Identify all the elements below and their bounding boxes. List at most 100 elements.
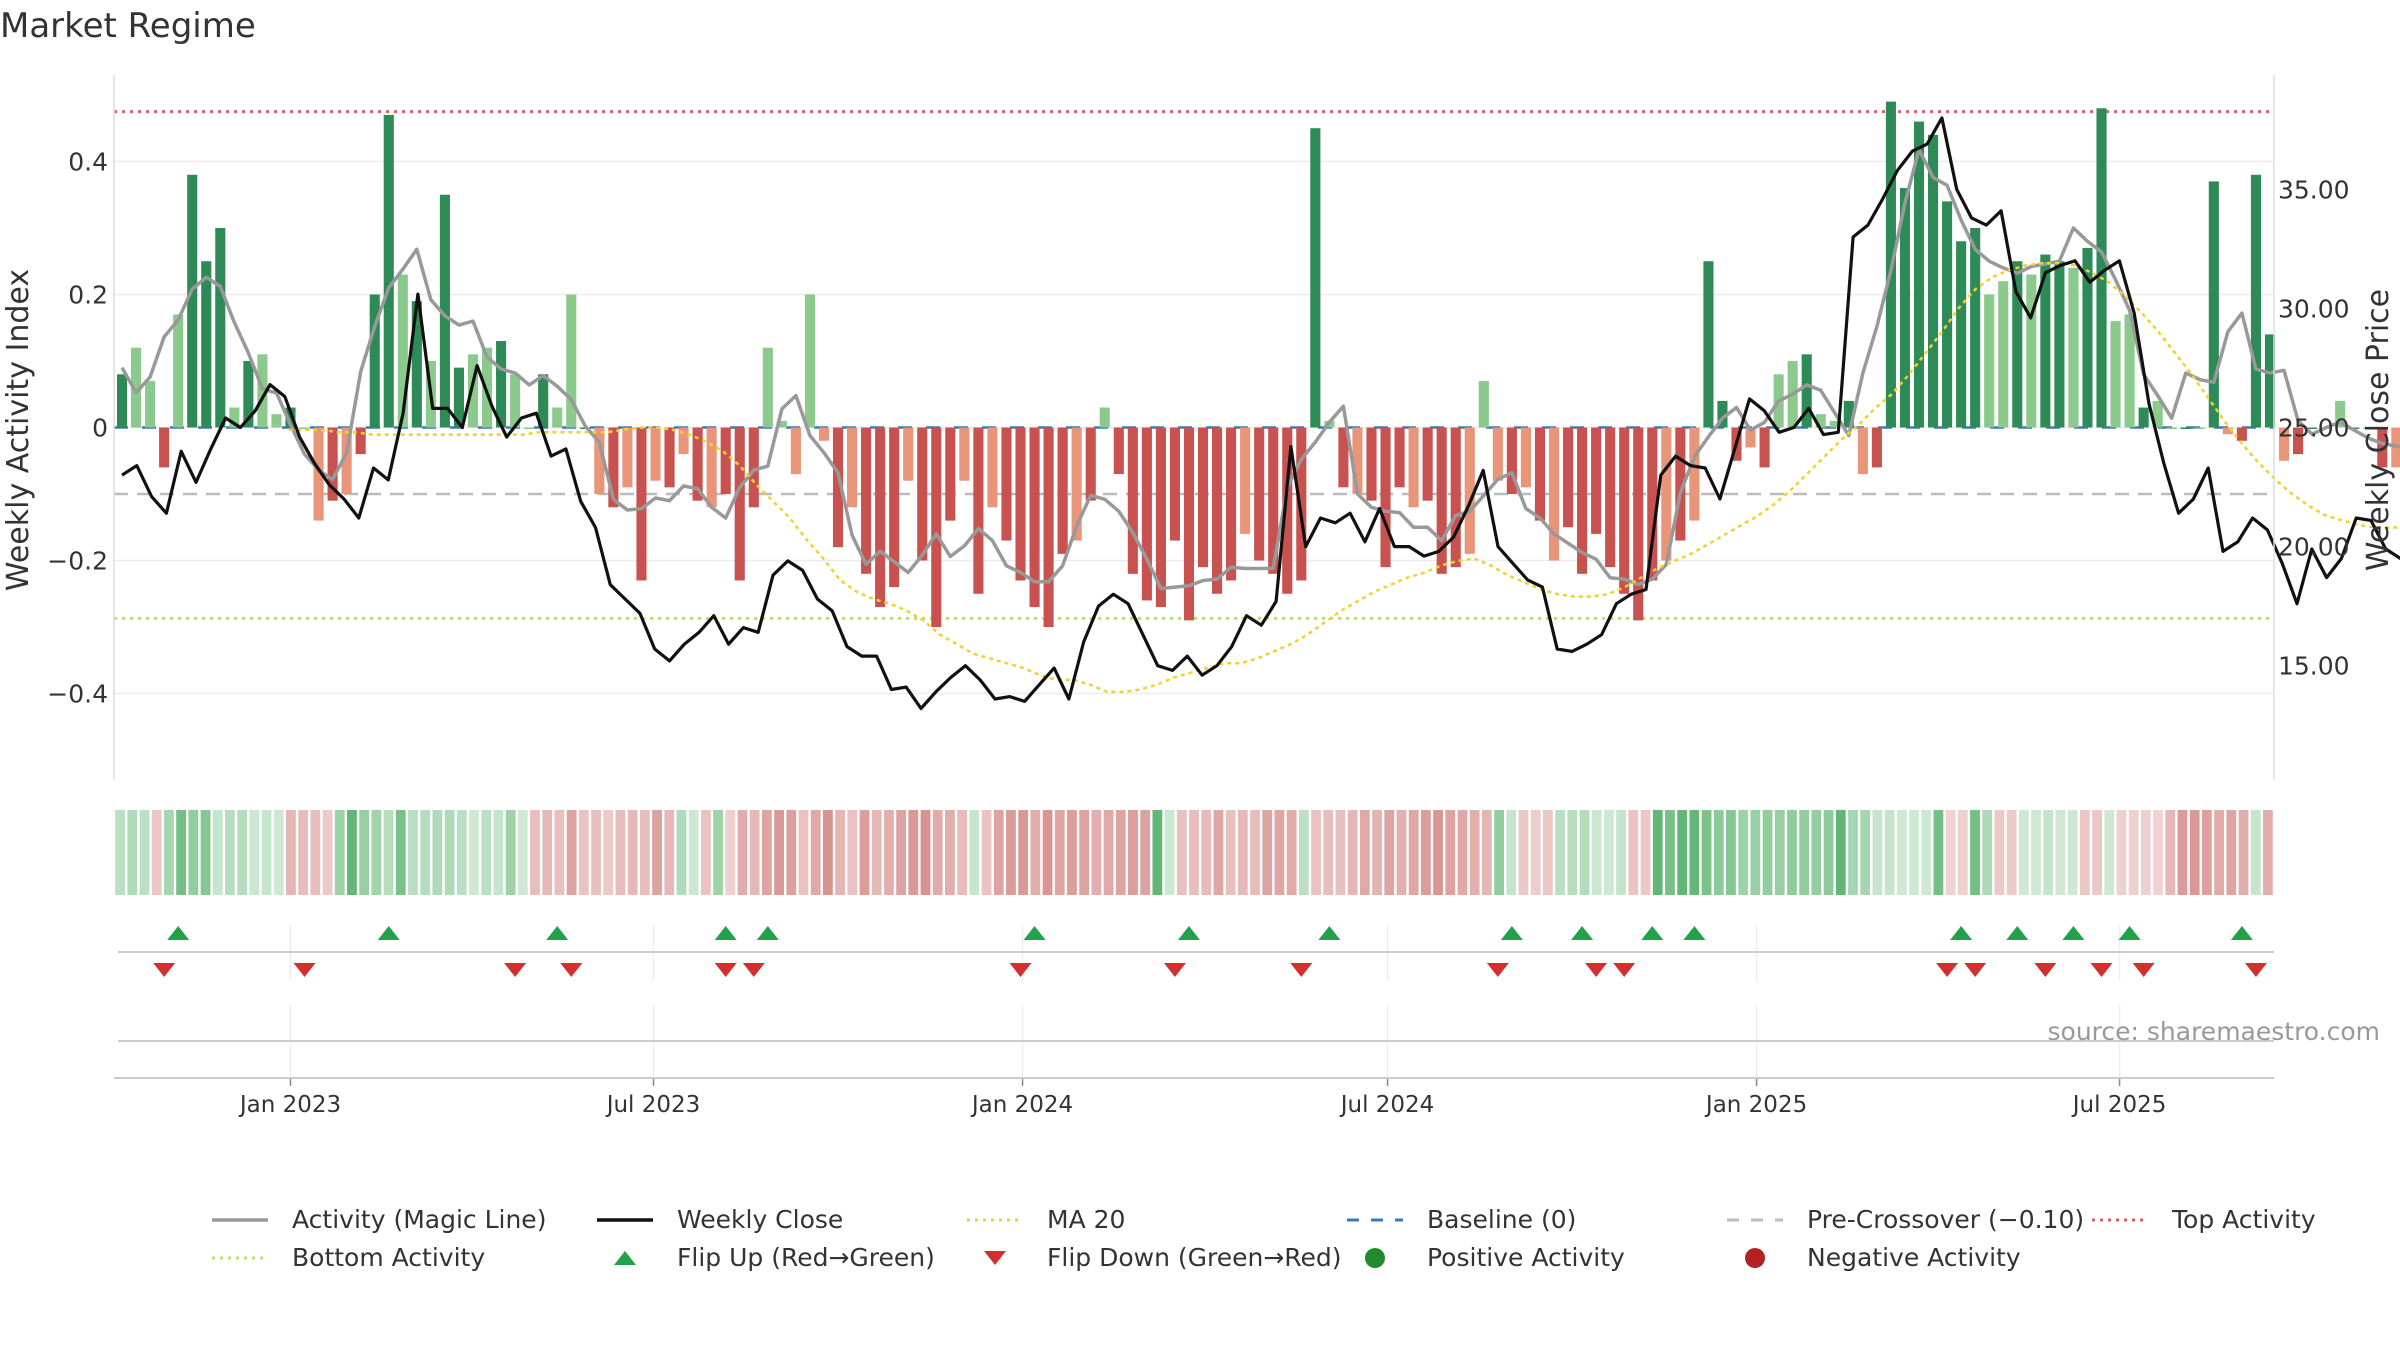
regime-cell: [1262, 810, 1273, 895]
activity-bar: [271, 414, 282, 428]
activity-bar: [1450, 427, 1461, 568]
series-lines: [120, 116, 2400, 711]
regime-cell: [1652, 810, 1663, 895]
regime-cell: [249, 810, 260, 895]
regime-cell: [566, 810, 577, 895]
regime-cell: [1018, 810, 1029, 895]
activity-bar: [1001, 427, 1012, 541]
regime-cell: [188, 810, 199, 895]
activity-bar: [2222, 427, 2233, 435]
activity-bar: [1226, 427, 1237, 581]
activity-bar: [2335, 400, 2346, 428]
activity-bar: [327, 427, 338, 501]
flip-up-marker: [1641, 926, 1664, 940]
activity-bar: [861, 427, 872, 574]
circle-icon: [1365, 1247, 1385, 1268]
x-tick-label: Jan 2024: [970, 1092, 1073, 1118]
regime-cell: [1872, 810, 1883, 895]
regime-cell: [1542, 810, 1553, 895]
regime-cell: [1408, 810, 1419, 895]
flip-up-marker: [546, 926, 569, 940]
regime-cell: [908, 810, 919, 895]
legend-line-swatch: [212, 1217, 268, 1222]
activity-bar: [1759, 427, 1770, 468]
activity-bar: [439, 194, 450, 428]
flip-down-marker: [1486, 963, 1509, 977]
ma20-line: [289, 261, 2400, 694]
flip-up-marker: [2062, 926, 2085, 940]
triangle-down-icon: [984, 1250, 1006, 1265]
regime-cell: [871, 810, 882, 895]
regime-cell: [688, 810, 699, 895]
regime-cell: [115, 810, 126, 895]
activity-bar: [1169, 427, 1181, 541]
activity-bar: [131, 347, 142, 428]
activity-bar: [2293, 427, 2304, 455]
activity-bar: [1478, 380, 1489, 428]
triangle-up-icon: [614, 1250, 636, 1265]
x-tick-label: Jul 2025: [2071, 1092, 2167, 1118]
regime-cell: [1787, 810, 1797, 895]
activity-bar: [2096, 108, 2107, 428]
activity-bar: [594, 427, 605, 495]
activity-bar: [1155, 427, 1166, 608]
activity-bar: [1043, 427, 1054, 628]
activity-bar: [453, 367, 465, 428]
regime-cell: [164, 810, 174, 895]
regime-cell: [676, 810, 687, 895]
legend-label: Top Activity: [2172, 1205, 2316, 1234]
regime-cell: [1555, 810, 1566, 895]
magic-line: [120, 147, 2400, 591]
regime-cell: [2250, 810, 2261, 895]
source-label: source: sharemaestro.com: [2048, 1017, 2381, 1046]
activity-bar: [931, 427, 942, 628]
activity-bar: [678, 427, 689, 455]
activity-bar: [1577, 427, 1588, 574]
activity-bars: [116, 101, 2400, 628]
x-tick-label: Jan 2025: [1704, 1092, 1807, 1118]
activity-bar: [2082, 247, 2093, 428]
flip-up-marker: [1571, 926, 1594, 940]
x-tick-label: Jul 2024: [1339, 1092, 1435, 1118]
activity-bar: [1015, 427, 1026, 581]
activity-bar: [1492, 427, 1503, 481]
activity-bar: [1956, 241, 1967, 428]
activity-bar: [1689, 427, 1700, 521]
y-tick-label: −0.2: [47, 547, 108, 576]
activity-bar: [1548, 427, 1560, 561]
y-tick-label: −0.4: [47, 680, 108, 709]
flip-down-marker: [560, 963, 583, 977]
regime-cell: [2201, 810, 2212, 895]
regime-cell: [1359, 810, 1370, 895]
activity-bar: [1942, 201, 1953, 428]
activity-bar: [397, 274, 408, 428]
activity-bar: [145, 380, 156, 428]
activity-bar: [1998, 281, 2009, 428]
activity-bar: [1141, 427, 1152, 601]
regime-cell: [1823, 810, 1834, 895]
flip-up-marker: [714, 926, 737, 940]
regime-cell: [444, 810, 455, 895]
legend-item: Pre-Crossover (−0.10): [1725, 1205, 2084, 1234]
flip-markers: [153, 926, 2267, 977]
regime-cell: [2043, 810, 2054, 895]
y-tick-label: 0: [92, 414, 108, 443]
activity-bar: [159, 427, 170, 468]
regime-cell: [1298, 810, 1309, 895]
regime-cell: [1835, 810, 1846, 895]
regime-cell: [1335, 810, 1346, 895]
flip-up-marker: [1177, 926, 1200, 940]
activity-bar: [257, 354, 268, 428]
flip-down-marker: [2090, 963, 2113, 977]
regime-cell: [957, 810, 968, 895]
activity-bar: [1913, 121, 1925, 428]
activity-bar: [1183, 427, 1195, 621]
legend-item: MA 20: [965, 1205, 1125, 1234]
regime-cell: [2055, 810, 2066, 895]
activity-bar: [2236, 427, 2247, 441]
regime-cell: [1530, 810, 1541, 895]
activity-bar: [1520, 427, 1531, 488]
regime-cell: [1762, 810, 1773, 895]
flip-up-marker: [1318, 926, 1341, 940]
activity-bar: [411, 301, 422, 428]
